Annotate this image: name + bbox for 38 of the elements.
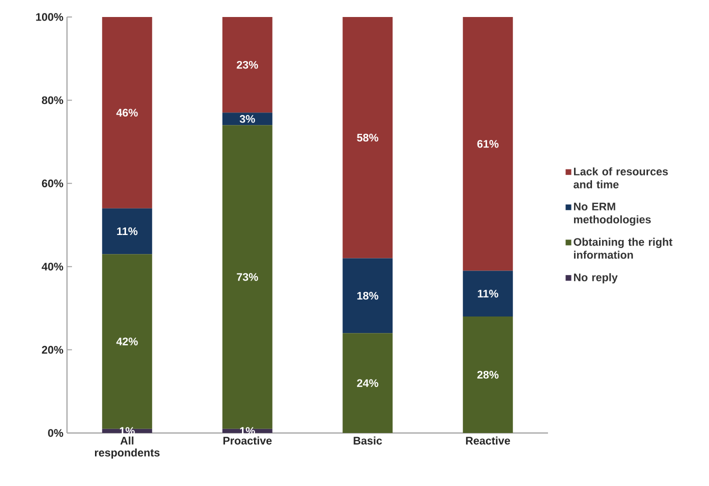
- data-label: 46%: [116, 108, 138, 117]
- bar: [342, 258, 393, 334]
- bar: [342, 333, 393, 433]
- bar: [102, 254, 152, 429]
- data-label: 24%: [357, 379, 378, 387]
- bar: [462, 270, 513, 317]
- y-tick-label: 0%: [48, 429, 64, 437]
- bar: [342, 16, 393, 258]
- bar: [462, 316, 513, 433]
- y-tick-label: 100%: [36, 13, 64, 21]
- y-tick-label: 40%: [42, 262, 64, 270]
- x-tick-label: Basic: [354, 436, 382, 445]
- x-tick-label: Proactive: [223, 436, 272, 445]
- legend-label: No reply: [574, 273, 618, 284]
- bar: [462, 16, 513, 271]
- data-label: 11%: [117, 227, 138, 236]
- data-label: 42%: [116, 338, 138, 346]
- data-label: 28%: [477, 370, 499, 379]
- y-tick-label: 80%: [42, 96, 64, 104]
- legend-label: Lack of resources and time: [574, 167, 668, 188]
- bar: [102, 16, 152, 208]
- x-tick-label: All respondents: [94, 436, 160, 459]
- data-label: 58%: [357, 134, 378, 142]
- data-label: 61%: [477, 140, 499, 148]
- bar: [222, 125, 272, 429]
- data-label: 18%: [357, 292, 378, 300]
- x-tick-label: Reactive: [466, 436, 510, 445]
- data-label: 3%: [240, 115, 256, 123]
- y-tick-label: 20%: [42, 346, 64, 354]
- legend-label: No ERM methodologies: [574, 202, 651, 226]
- bar: [222, 112, 272, 126]
- data-label: 23%: [236, 60, 258, 69]
- bar: [102, 208, 152, 254]
- bar: [222, 16, 272, 113]
- data-label: 11%: [478, 290, 498, 298]
- y-tick-label: 60%: [42, 180, 64, 188]
- data-label: 73%: [236, 273, 258, 281]
- legend-label: Obtaining the right information: [574, 238, 672, 259]
